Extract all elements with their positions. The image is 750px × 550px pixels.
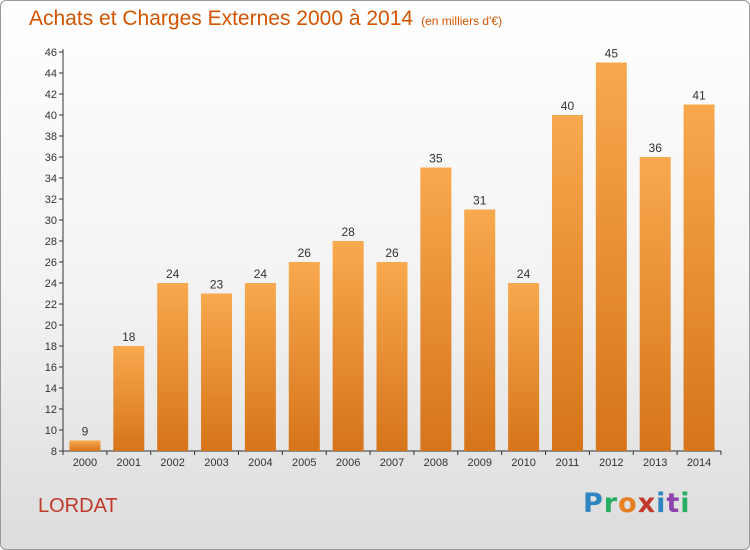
y-tick-label: 10 — [45, 425, 57, 437]
bar — [508, 283, 540, 451]
y-tick-label: 20 — [45, 320, 57, 332]
data-label: 41 — [692, 89, 706, 103]
y-tick-label: 26 — [45, 257, 57, 269]
bar — [420, 167, 452, 451]
y-tick-label: 44 — [45, 68, 57, 80]
bar — [595, 62, 627, 451]
unit-label: (en milliers d'€) — [421, 14, 503, 28]
x-tick-label: 2011 — [556, 457, 580, 469]
x-tick-label: 2008 — [424, 457, 448, 469]
logo-letter: x — [637, 488, 657, 519]
x-tick-label: 2007 — [380, 457, 404, 469]
x-tick-label: 2009 — [467, 457, 491, 469]
bar — [683, 104, 715, 451]
title-text: Achats et Charges Externes 2000 à 2014 — [29, 7, 414, 30]
logo-letter: i — [656, 488, 667, 519]
y-tick-label: 40 — [45, 110, 57, 122]
data-label: 24 — [166, 267, 180, 281]
data-label: 9 — [82, 425, 89, 439]
logo-letter: t — [666, 488, 681, 519]
y-tick-label: 12 — [45, 404, 57, 416]
bar — [464, 209, 496, 451]
y-tick-label: 38 — [45, 131, 57, 143]
logo-letter: P — [583, 488, 604, 519]
data-label: 36 — [649, 141, 663, 155]
bar — [157, 283, 189, 451]
x-tick-label: 2002 — [160, 457, 184, 469]
y-tick-label: 42 — [45, 89, 57, 101]
data-label: 26 — [298, 246, 312, 260]
x-tick-label: 2010 — [511, 457, 535, 469]
x-tick-label: 2001 — [117, 457, 141, 469]
y-tick-label: 18 — [45, 341, 57, 353]
x-tick-label: 2000 — [73, 457, 97, 469]
y-tick-label: 16 — [45, 362, 57, 374]
data-label: 35 — [429, 152, 443, 166]
logo-letter: r — [603, 488, 619, 519]
bar — [376, 262, 408, 451]
y-tick-label: 8 — [51, 446, 57, 458]
y-tick-label: 34 — [45, 173, 57, 185]
bar — [201, 293, 233, 451]
x-tick-label: 2012 — [599, 457, 623, 469]
x-tick-label: 2003 — [204, 457, 228, 469]
data-label: 28 — [341, 225, 355, 239]
y-tick-label: 22 — [45, 299, 57, 311]
data-label: 24 — [254, 267, 268, 281]
data-label: 24 — [517, 267, 531, 281]
x-tick-label: 2006 — [336, 457, 360, 469]
bar — [288, 262, 320, 451]
y-tick-label: 36 — [45, 152, 57, 164]
x-tick-label: 2004 — [248, 457, 272, 469]
data-label: 18 — [122, 330, 136, 344]
bar — [639, 157, 671, 451]
x-tick-label: 2013 — [643, 457, 667, 469]
data-label: 23 — [210, 278, 224, 292]
chart-title: Achats et Charges Externes 2000 à 2014 (e… — [29, 7, 502, 31]
bar-layer: 9 18 24 23 24 26 28 26 35 31 24 40 45 36 41 — [69, 47, 715, 451]
bar — [244, 283, 276, 451]
y-tick-label: 24 — [45, 278, 57, 290]
data-label: 26 — [385, 246, 399, 260]
y-tick-label: 28 — [45, 236, 57, 248]
logo-letter: i — [680, 488, 691, 519]
bar — [113, 346, 145, 451]
y-tick-label: 32 — [45, 194, 57, 206]
data-label: 45 — [605, 47, 619, 61]
y-tick-label: 30 — [45, 215, 57, 227]
bar — [69, 440, 101, 451]
data-label: 40 — [561, 99, 575, 113]
data-label: 31 — [473, 194, 487, 208]
y-tick-label: 46 — [45, 47, 57, 59]
logo-letter: o — [618, 488, 638, 519]
y-tick-label: 14 — [45, 383, 57, 395]
bar — [332, 241, 364, 451]
bar — [551, 115, 583, 451]
x-tick-label: 2005 — [292, 457, 316, 469]
x-tick-label: 2014 — [687, 457, 711, 469]
commune-name: LORDAT — [38, 495, 118, 517]
proxiti-logo[interactable]: Proxiti — [583, 488, 691, 519]
